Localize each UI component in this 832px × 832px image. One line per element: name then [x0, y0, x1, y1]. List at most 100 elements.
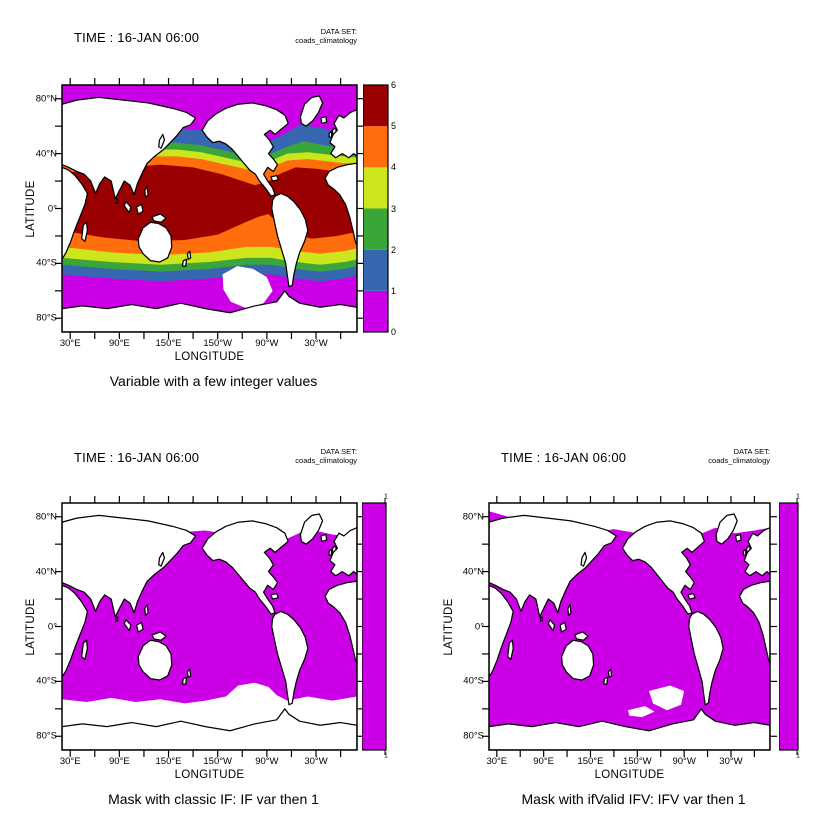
colorbar-segment [363, 249, 388, 291]
colorbar-tick-label: 4 [391, 162, 397, 173]
continent-outline [300, 96, 322, 126]
continent-outline [187, 669, 190, 677]
dataset-label: DATA SET: coads_climatology [295, 27, 357, 45]
missing-data-patch [627, 706, 655, 718]
colorbar-tick-label: 3 [391, 203, 397, 214]
y-tick-label: 40°S [36, 257, 57, 269]
world-map-plot [55, 78, 364, 339]
map-layers [62, 503, 358, 750]
continent-outline [329, 550, 331, 555]
x-tick-label: 30°E [59, 338, 81, 349]
y-tick-label: 40°S [463, 675, 484, 687]
continent-outline [560, 622, 566, 632]
x-tick-label: 90°E [533, 756, 554, 767]
continent-outline [182, 259, 186, 266]
continent-outline [116, 199, 118, 203]
continent-outline [330, 528, 358, 576]
continent-outline [138, 222, 172, 262]
continent-outline [508, 640, 513, 659]
continent-outline [271, 176, 278, 181]
dataset-label: DATA SET: coads_climatology [295, 447, 357, 465]
colorbar-tick-label: 2 [391, 244, 397, 255]
y-tick-label: 0° [47, 621, 57, 632]
y-axis-title: LATITUDE [443, 597, 455, 656]
continent-outline [541, 617, 543, 621]
continent-outline [562, 640, 594, 680]
continent-outline [581, 552, 586, 566]
x-tick-label: 90°W [255, 338, 279, 349]
y-tick-label: 80°N [462, 511, 484, 523]
dataset-name: coads_climatology [295, 35, 357, 45]
continent-outline [325, 163, 358, 245]
continent-outline [604, 677, 608, 684]
continent-outline [736, 535, 741, 542]
continent-outline [202, 521, 288, 614]
x-tick-label: 150°W [203, 338, 232, 349]
missing-data-patch [222, 266, 273, 309]
colorbar-tick-label: 6 [391, 80, 397, 90]
continent-outline [489, 709, 770, 750]
dataset-heading: DATA SET: [320, 27, 357, 36]
colorbar-segment [363, 85, 388, 127]
colorbar-tick-label: 5 [391, 121, 397, 132]
y-tick-label: 40°N [35, 148, 57, 160]
colorbar-segment [363, 126, 388, 168]
colorbar-tick-label: 1 [384, 493, 388, 501]
continent-outline [152, 632, 166, 640]
continent-outline [271, 594, 278, 599]
colorbar-segment [363, 290, 388, 332]
continent-outline [62, 167, 87, 258]
dataset-heading: DATA SET: [320, 447, 357, 456]
continent-outline [145, 605, 148, 616]
continent-outline [330, 110, 358, 158]
continent-outline [575, 632, 588, 640]
y-tick-label: 40°N [462, 566, 484, 578]
colorbar-tick-label: 1 [796, 493, 800, 501]
colorbar-segment [363, 208, 388, 250]
colorbar-segment [362, 502, 387, 751]
x-tick-label: 90°E [109, 338, 130, 349]
colorbar-tick-label: 1 [796, 752, 800, 760]
continent-outline [145, 187, 148, 198]
continent-outline [489, 515, 616, 617]
dataset-name: coads_climatology [708, 455, 770, 465]
continent-outline [62, 709, 358, 750]
continent-outline [689, 611, 723, 704]
continent-outline [124, 620, 131, 631]
y-tick-label: 80°S [36, 312, 57, 324]
y-axis-title: LATITUDE [25, 179, 37, 238]
colorbar [362, 498, 387, 755]
y-tick-label: 0° [474, 621, 484, 632]
x-tick-label: 150°W [203, 756, 232, 767]
continent-outline [321, 117, 327, 124]
continent-outline [272, 611, 308, 704]
axis-ticks [482, 496, 777, 757]
continent-outline [300, 514, 322, 544]
continent-outline [716, 514, 737, 544]
x-tick-label: 30°E [59, 756, 81, 767]
continent-outline [138, 640, 172, 680]
colorbar-tick-label: 1 [391, 285, 397, 296]
x-tick-label: 150°E [577, 756, 604, 767]
continent-outline [272, 193, 308, 286]
x-tick-label: 90°W [672, 756, 696, 767]
continent-outline [116, 617, 118, 621]
colorbar-segment [779, 502, 799, 751]
panel-caption: Mask with classic IF: IF var then 1 [108, 791, 319, 807]
continent-outline [152, 214, 166, 222]
colorbar-segment [363, 167, 388, 209]
y-tick-label: 80°N [35, 93, 57, 105]
x-tick-label: 150°E [155, 756, 182, 767]
y-tick-label: 80°S [36, 730, 57, 742]
map-layers [62, 85, 358, 332]
time-label: TIME : 16-JAN 06:00 [501, 450, 627, 465]
x-tick-label: 150°W [622, 756, 652, 767]
axis-ticks [55, 78, 364, 339]
continent-outline [82, 640, 88, 659]
colorbar-tick-label: 0 [391, 327, 397, 337]
time-label: TIME : 16-JAN 06:00 [74, 450, 200, 465]
continent-outline [622, 521, 704, 614]
colorbar-tick-label: 1 [384, 752, 388, 760]
panel-caption: Mask with ifValid IFV: IFV var then 1 [521, 791, 746, 807]
